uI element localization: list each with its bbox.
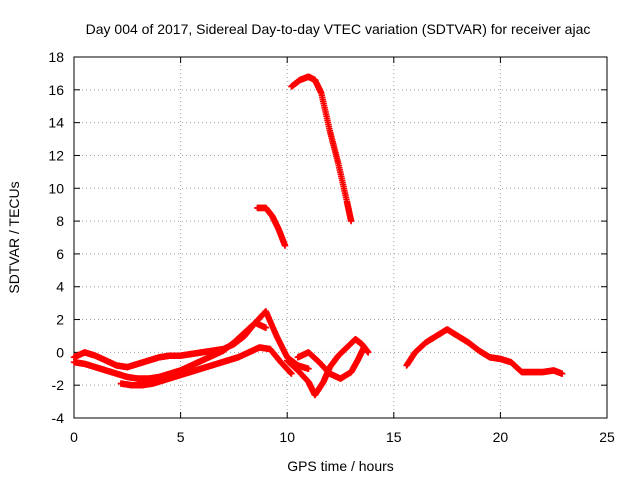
y-tick-label: 18 xyxy=(48,49,64,65)
y-tick-label: 12 xyxy=(48,147,64,163)
x-tick-label: 25 xyxy=(599,429,615,445)
series-track-g xyxy=(288,73,355,225)
y-tick-label: 4 xyxy=(56,279,64,295)
data-points xyxy=(70,73,566,399)
x-axis-label: GPS time / hours xyxy=(287,458,394,474)
x-tick-label: 5 xyxy=(177,429,185,445)
y-tick-label: -4 xyxy=(52,410,65,426)
data-point xyxy=(305,365,312,372)
series-track-c xyxy=(117,344,295,389)
axis-ticks: -4 -2 0 2 4 6 8 10 12 14 16 18 0 5 10 15 20 25 xyxy=(48,49,615,445)
y-tick-label: 10 xyxy=(48,180,64,196)
data-point xyxy=(281,242,289,249)
x-tick-label: 20 xyxy=(493,429,509,445)
y-tick-label: 16 xyxy=(48,82,64,98)
data-point xyxy=(288,370,295,377)
y-tick-label: 0 xyxy=(56,344,64,360)
series-track-f xyxy=(254,204,289,249)
data-point xyxy=(360,344,368,351)
data-point xyxy=(262,324,270,331)
y-tick-label: -2 xyxy=(52,377,65,393)
y-axis-label: SDTVAR / TECUs xyxy=(6,181,22,293)
x-tick-label: 0 xyxy=(70,429,78,445)
plot-frame xyxy=(73,56,608,419)
series-track-a xyxy=(70,308,312,372)
series-track-h xyxy=(403,326,566,377)
data-point xyxy=(365,349,372,356)
x-tick-label: 15 xyxy=(386,429,402,445)
y-tick-label: 6 xyxy=(56,246,64,262)
y-tick-label: 8 xyxy=(56,213,64,229)
y-tick-label: 2 xyxy=(56,312,64,328)
y-tick-label: 14 xyxy=(48,115,64,131)
chart-title: Day 004 of 2017, Sidereal Day-to-day VTE… xyxy=(86,21,591,37)
series-track-e xyxy=(294,344,368,382)
data-point xyxy=(347,217,355,225)
grid-lines xyxy=(74,57,607,418)
x-tick-label: 10 xyxy=(279,429,295,445)
data-point xyxy=(559,370,566,377)
